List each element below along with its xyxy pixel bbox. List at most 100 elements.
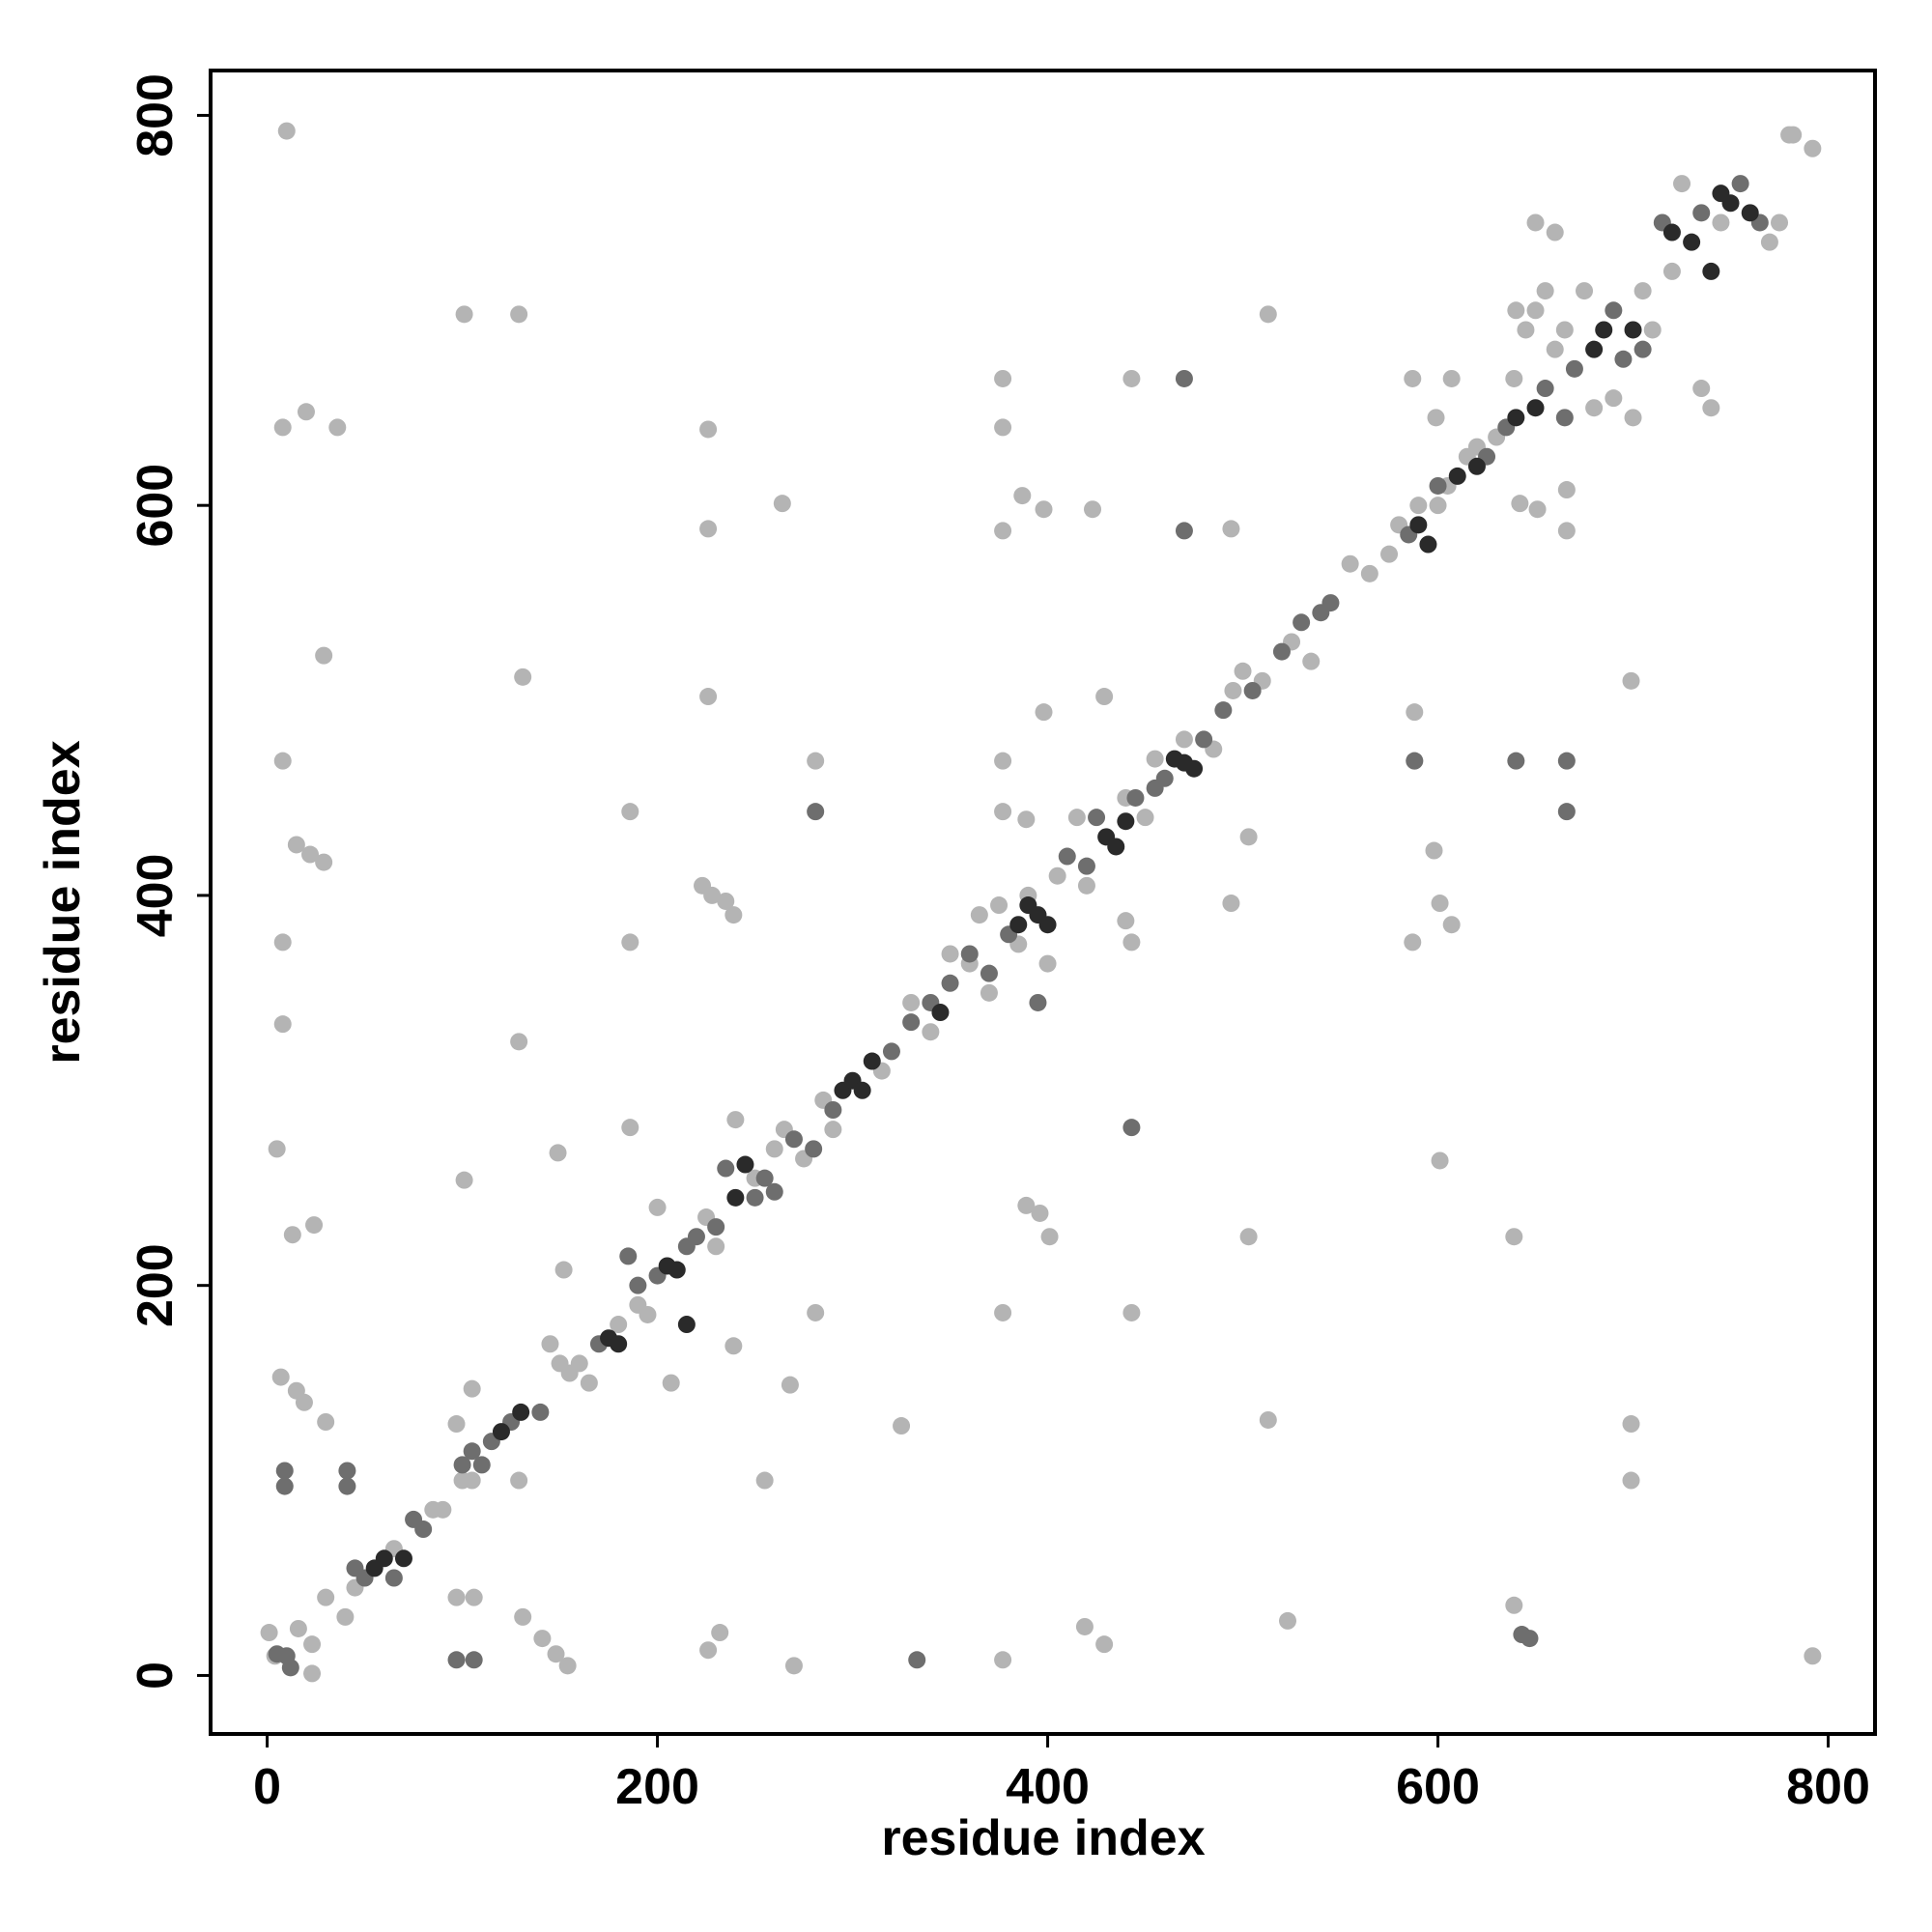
point	[994, 1303, 1012, 1321]
point	[305, 1216, 324, 1235]
point	[639, 1305, 657, 1323]
point	[1741, 204, 1759, 222]
point	[755, 1169, 774, 1187]
point	[1427, 409, 1445, 427]
point	[824, 1100, 842, 1119]
point	[711, 1624, 729, 1642]
point	[1557, 481, 1576, 499]
point	[1136, 809, 1154, 827]
point	[1095, 1635, 1114, 1654]
y-tick-label: 800	[128, 73, 184, 157]
point	[447, 1588, 466, 1606]
point	[547, 1645, 565, 1663]
point	[1031, 1204, 1049, 1222]
point	[549, 1144, 567, 1162]
point	[1088, 809, 1106, 827]
point	[463, 1379, 481, 1398]
point	[1175, 730, 1193, 749]
point	[277, 1647, 296, 1665]
point	[1239, 1228, 1258, 1246]
point	[853, 1081, 871, 1099]
point	[1622, 1471, 1640, 1490]
point	[1234, 662, 1252, 680]
point	[726, 1111, 745, 1129]
point	[1442, 369, 1461, 387]
point	[621, 803, 639, 821]
point	[1075, 1617, 1094, 1635]
point	[717, 892, 735, 910]
point	[1077, 876, 1095, 895]
point	[1038, 916, 1057, 934]
point	[1467, 457, 1486, 475]
x-tick-label: 200	[615, 1759, 699, 1815]
point	[1513, 1626, 1531, 1644]
point	[1175, 522, 1193, 540]
point	[994, 1651, 1012, 1669]
point	[315, 853, 333, 871]
point	[1122, 1303, 1141, 1321]
point	[724, 906, 743, 924]
point	[1122, 369, 1141, 387]
point	[533, 1630, 552, 1648]
point	[1771, 213, 1789, 232]
point	[447, 1415, 466, 1434]
point	[807, 1303, 825, 1321]
point	[610, 1335, 628, 1353]
point	[662, 1374, 680, 1392]
point	[1702, 262, 1720, 280]
point	[922, 1023, 940, 1041]
point	[268, 1140, 286, 1158]
point	[902, 993, 921, 1011]
point	[1429, 497, 1447, 515]
point	[273, 1015, 292, 1034]
point	[902, 1013, 921, 1032]
point	[512, 1403, 530, 1421]
point	[1557, 522, 1576, 540]
point	[465, 1651, 483, 1669]
point	[1195, 730, 1213, 749]
point	[707, 1218, 725, 1236]
point	[619, 1247, 638, 1265]
point	[414, 1520, 433, 1539]
point	[994, 803, 1012, 821]
point	[699, 420, 718, 439]
point	[346, 1559, 364, 1577]
point	[1804, 1647, 1822, 1665]
point	[687, 1228, 705, 1246]
point	[1528, 500, 1547, 519]
point	[707, 1237, 725, 1256]
point	[882, 1042, 900, 1061]
point	[273, 752, 292, 770]
point	[1013, 487, 1032, 505]
point	[1585, 340, 1604, 358]
point	[510, 305, 528, 324]
point	[1507, 409, 1525, 427]
point	[465, 1588, 483, 1606]
point	[1431, 1151, 1449, 1170]
point	[931, 1004, 950, 1022]
point	[863, 1052, 881, 1070]
point	[1643, 321, 1662, 339]
point	[1526, 213, 1545, 232]
point	[746, 1188, 764, 1207]
point	[1302, 652, 1321, 670]
point	[1107, 838, 1125, 856]
point	[994, 369, 1012, 387]
point	[1555, 409, 1574, 427]
point	[1214, 701, 1233, 720]
point	[1425, 841, 1443, 860]
point	[1272, 642, 1291, 661]
point	[1155, 769, 1174, 787]
point	[1634, 340, 1652, 358]
point	[994, 522, 1012, 540]
point	[1077, 857, 1095, 875]
point	[463, 1442, 481, 1461]
point	[338, 1462, 356, 1480]
point	[1546, 340, 1564, 358]
point	[824, 1121, 842, 1139]
point	[1576, 282, 1594, 300]
point	[492, 1423, 510, 1441]
point	[1692, 204, 1711, 222]
x-tick-label: 600	[1396, 1759, 1480, 1815]
